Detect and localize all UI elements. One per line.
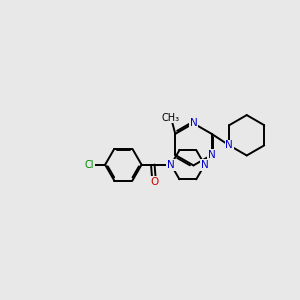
Text: Cl: Cl	[85, 160, 94, 170]
Text: N: N	[167, 160, 175, 170]
Text: N: N	[208, 150, 216, 160]
Text: CH₃: CH₃	[162, 112, 180, 123]
Text: O: O	[150, 177, 158, 187]
Text: N: N	[201, 160, 208, 170]
Text: N: N	[225, 140, 233, 150]
Text: N: N	[190, 118, 197, 128]
